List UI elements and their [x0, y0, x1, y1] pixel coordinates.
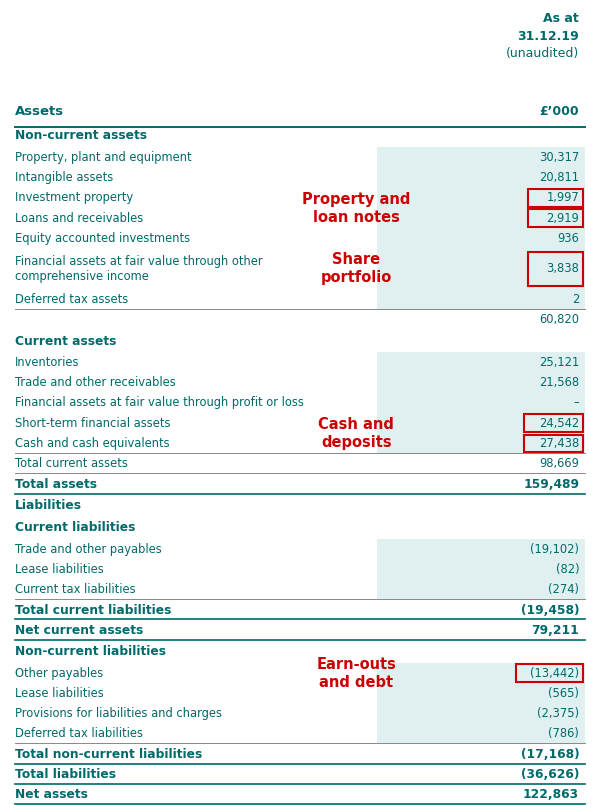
- Text: Liabilities: Liabilities: [15, 499, 82, 512]
- Text: Deferred tax liabilities: Deferred tax liabilities: [15, 728, 143, 741]
- Bar: [377, 188, 585, 208]
- Text: Inventories: Inventories: [15, 356, 80, 369]
- Bar: [377, 433, 585, 454]
- Text: 27,438: 27,438: [539, 437, 579, 450]
- Text: 30,317: 30,317: [539, 151, 579, 163]
- Bar: [377, 167, 585, 188]
- Text: Property and
loan notes: Property and loan notes: [302, 192, 410, 225]
- Bar: [377, 663, 585, 683]
- Text: (17,168): (17,168): [520, 748, 579, 761]
- Bar: [377, 147, 585, 167]
- Bar: [377, 559, 585, 580]
- Text: Deferred tax assets: Deferred tax assets: [15, 293, 128, 306]
- Text: Current assets: Current assets: [15, 335, 116, 348]
- Text: Non-current assets: Non-current assets: [15, 130, 147, 142]
- Text: 20,811: 20,811: [539, 171, 579, 184]
- Text: Net current assets: Net current assets: [15, 624, 143, 637]
- Bar: [377, 413, 585, 433]
- Bar: [377, 249, 585, 289]
- Text: (565): (565): [548, 687, 579, 700]
- Text: Earn-outs
and debt: Earn-outs and debt: [317, 657, 396, 690]
- Text: 936: 936: [557, 232, 579, 245]
- Text: (786): (786): [548, 728, 579, 741]
- Bar: [377, 704, 585, 724]
- Bar: [377, 229, 585, 249]
- Text: 2: 2: [572, 293, 579, 306]
- Bar: [377, 289, 585, 310]
- Text: Total current liabilities: Total current liabilities: [15, 604, 171, 617]
- Text: (19,102): (19,102): [530, 543, 579, 555]
- Text: Current tax liabilities: Current tax liabilities: [15, 584, 135, 597]
- Bar: [377, 539, 585, 559]
- Text: (2,375): (2,375): [537, 707, 579, 720]
- Text: 122,863: 122,863: [523, 788, 579, 801]
- Bar: [377, 373, 585, 393]
- Text: 2,919: 2,919: [546, 212, 579, 225]
- Bar: [377, 580, 585, 600]
- Text: Investment property: Investment property: [15, 192, 133, 204]
- Text: Total liabilities: Total liabilities: [15, 768, 116, 781]
- Bar: [377, 208, 585, 229]
- Text: (274): (274): [548, 584, 579, 597]
- Text: Total non-current liabilities: Total non-current liabilities: [15, 748, 202, 761]
- Bar: [377, 724, 585, 744]
- Text: 21,568: 21,568: [539, 376, 579, 389]
- Text: 1,997: 1,997: [546, 192, 579, 204]
- Text: Trade and other payables: Trade and other payables: [15, 543, 162, 555]
- Text: £’000: £’000: [539, 105, 579, 118]
- Text: Total current assets: Total current assets: [15, 457, 128, 470]
- Text: Intangible assets: Intangible assets: [15, 171, 113, 184]
- Text: 79,211: 79,211: [532, 624, 579, 637]
- Text: Cash and cash equivalents: Cash and cash equivalents: [15, 437, 169, 450]
- Text: 98,669: 98,669: [539, 457, 579, 470]
- Text: Property, plant and equipment: Property, plant and equipment: [15, 151, 191, 163]
- Text: Assets: Assets: [15, 105, 64, 118]
- Text: Provisions for liabilities and charges: Provisions for liabilities and charges: [15, 707, 222, 720]
- Text: 25,121: 25,121: [539, 356, 579, 369]
- Text: 60,820: 60,820: [539, 313, 579, 326]
- Text: Share
portfolio: Share portfolio: [321, 253, 392, 286]
- Text: Short-term financial assets: Short-term financial assets: [15, 417, 170, 430]
- Text: Trade and other receivables: Trade and other receivables: [15, 376, 176, 389]
- Text: (36,626): (36,626): [521, 768, 579, 781]
- Text: Net assets: Net assets: [15, 788, 88, 801]
- Bar: [377, 393, 585, 413]
- Text: Current liabilities: Current liabilities: [15, 522, 135, 535]
- Bar: [377, 353, 585, 373]
- Text: Lease liabilities: Lease liabilities: [15, 687, 103, 700]
- Text: Financial assets at fair value through other
comprehensive income: Financial assets at fair value through o…: [15, 254, 263, 283]
- Text: 159,489: 159,489: [523, 477, 579, 491]
- Text: Total assets: Total assets: [15, 477, 97, 491]
- Text: Loans and receivables: Loans and receivables: [15, 212, 143, 225]
- Text: 3,838: 3,838: [546, 262, 579, 275]
- Text: –: –: [573, 396, 579, 410]
- Text: Non-current liabilities: Non-current liabilities: [15, 645, 166, 658]
- Text: (unaudited): (unaudited): [506, 47, 579, 60]
- Text: 24,542: 24,542: [539, 417, 579, 430]
- Text: (13,442): (13,442): [530, 667, 579, 679]
- Text: (82): (82): [555, 563, 579, 576]
- Text: Equity accounted investments: Equity accounted investments: [15, 232, 190, 245]
- Text: (19,458): (19,458): [521, 604, 579, 617]
- Bar: [377, 683, 585, 704]
- Text: Lease liabilities: Lease liabilities: [15, 563, 103, 576]
- Text: 31.12.19: 31.12.19: [517, 30, 579, 43]
- Text: Other payables: Other payables: [15, 667, 103, 679]
- Text: As at: As at: [544, 12, 579, 25]
- Text: Financial assets at fair value through profit or loss: Financial assets at fair value through p…: [15, 396, 304, 410]
- Text: Cash and
deposits: Cash and deposits: [318, 417, 394, 450]
